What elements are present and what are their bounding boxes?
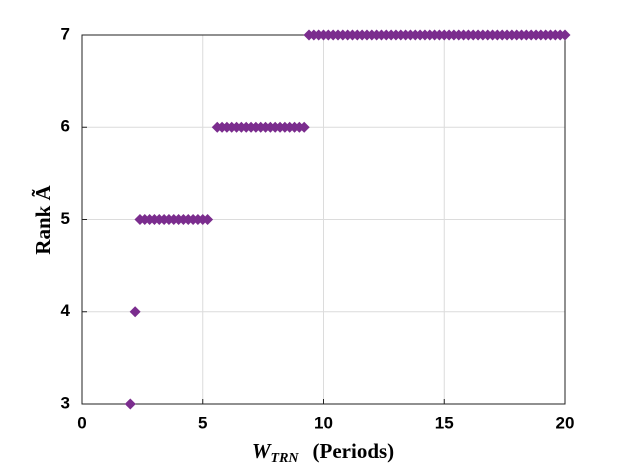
x-tick-label: 20 xyxy=(556,413,575,432)
y-tick-label: 3 xyxy=(61,393,70,412)
point xyxy=(559,29,571,41)
point xyxy=(129,306,141,318)
x-axis-label: WTRN (Periods) xyxy=(252,439,394,466)
y-tick-label: 7 xyxy=(61,24,70,43)
y-tick-label: 5 xyxy=(61,209,70,228)
point xyxy=(124,398,136,410)
x-label-main: W xyxy=(252,439,272,463)
y-axis-label: Rank Ã xyxy=(31,184,55,254)
point xyxy=(202,214,214,225)
x-label-sub: TRN xyxy=(271,451,300,466)
y-tick-label: 4 xyxy=(61,301,71,320)
x-tick-label: 5 xyxy=(198,413,207,432)
x-tick-label: 15 xyxy=(435,413,454,432)
x-tick-label: 0 xyxy=(77,413,86,432)
x-tick-label: 10 xyxy=(314,413,333,432)
y-tick-label: 6 xyxy=(61,117,70,136)
point xyxy=(298,121,310,133)
x-label-rest: (Periods) xyxy=(313,439,395,463)
